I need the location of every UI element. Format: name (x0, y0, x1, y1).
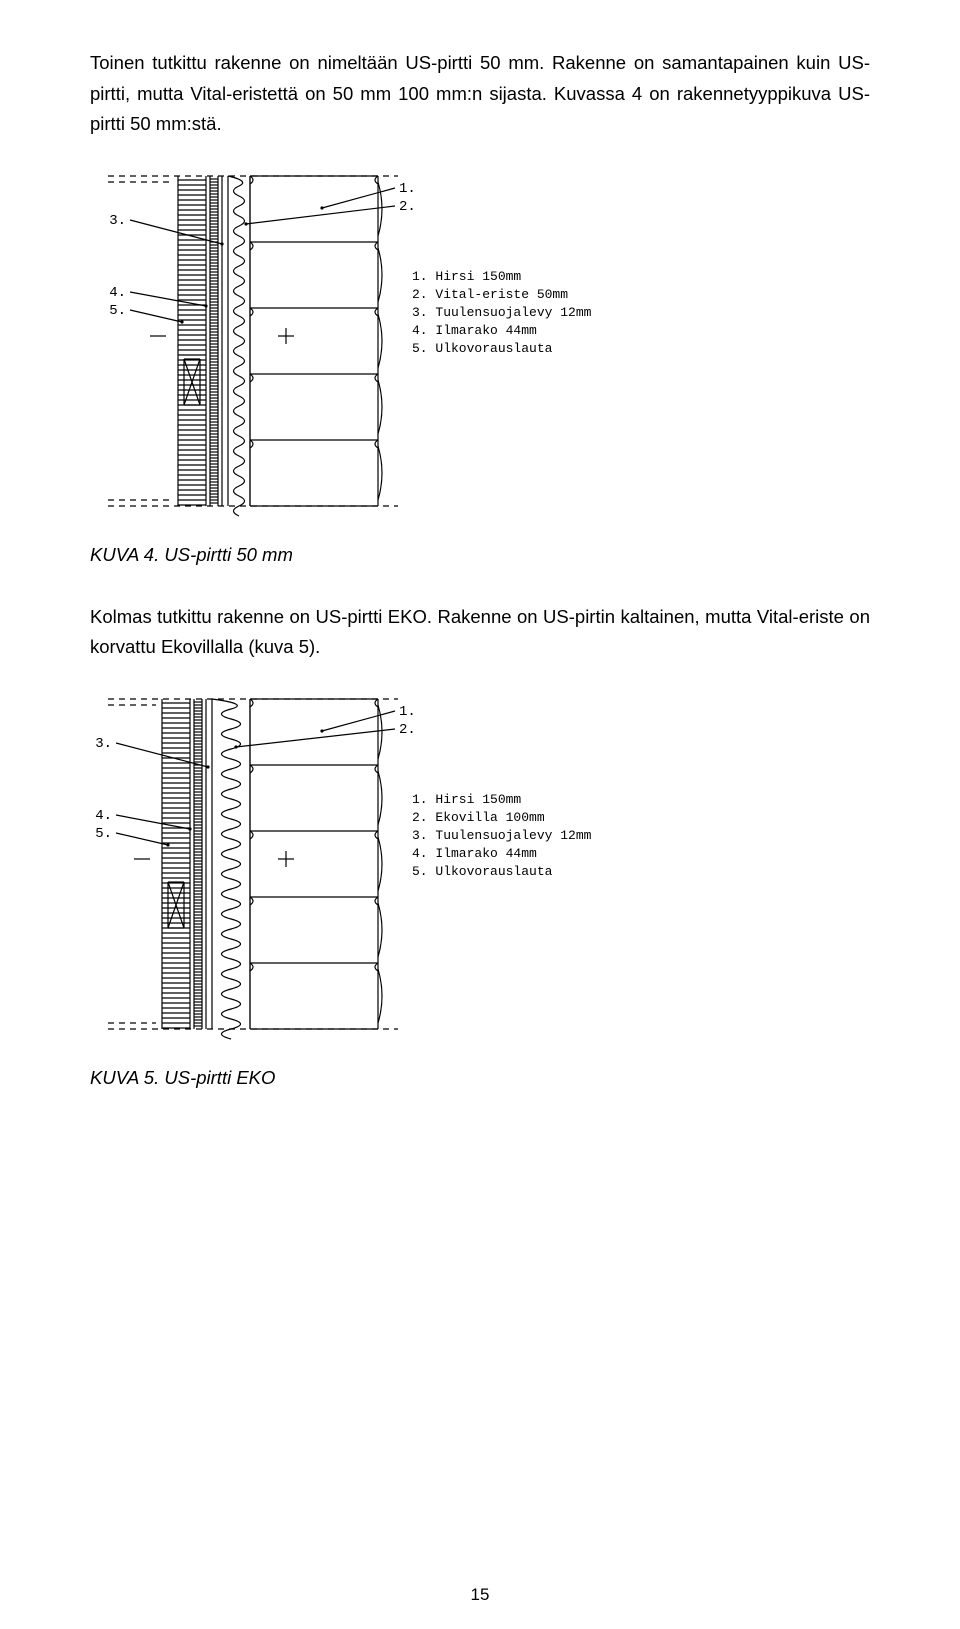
svg-text:5.: 5. (109, 303, 126, 319)
svg-text:5. Ulkovorauslauta: 5. Ulkovorauslauta (412, 341, 553, 356)
svg-text:1.: 1. (399, 704, 416, 720)
diagram-2: 1. 2. 3. 4. 5. 1. Hirsi 150mm 2. Ekovilla 100m… (90, 681, 610, 1041)
svg-text:4.: 4. (95, 808, 112, 824)
svg-text:3. Tuulensuojalevy 12mm: 3. Tuulensuojalevy 12mm (412, 828, 592, 843)
svg-text:4.: 4. (109, 285, 126, 301)
svg-text:3.: 3. (95, 736, 112, 752)
svg-text:3.: 3. (109, 213, 126, 229)
svg-text:2. Ekovilla 100mm: 2. Ekovilla 100mm (412, 810, 545, 825)
caption-2: KUVA 5. US-pirtti EKO (90, 1067, 870, 1089)
svg-text:5. Ulkovorauslauta: 5. Ulkovorauslauta (412, 864, 553, 879)
diagram-1: 1. 2. 3. 4. 5. 1. Hirsi 150mm 2. Vital-eriste … (90, 158, 610, 518)
page-number: 15 (0, 1585, 960, 1605)
diagram-2-container: 1. 2. 3. 4. 5. 1. Hirsi 150mm 2. Ekovilla 100m… (90, 681, 870, 1041)
svg-text:2.: 2. (399, 722, 416, 738)
svg-text:1. Hirsi 150mm: 1. Hirsi 150mm (412, 792, 521, 807)
caption-1: KUVA 4. US-pirtti 50 mm (90, 544, 870, 566)
svg-text:4. Ilmarako 44mm: 4. Ilmarako 44mm (412, 846, 537, 861)
svg-text:2.: 2. (399, 199, 416, 215)
svg-text:4. Ilmarako 44mm: 4. Ilmarako 44mm (412, 323, 537, 338)
svg-text:1. Hirsi 150mm: 1. Hirsi 150mm (412, 269, 521, 284)
svg-text:1.: 1. (399, 181, 416, 197)
svg-text:5.: 5. (95, 826, 112, 842)
svg-text:3. Tuulensuojalevy 12mm: 3. Tuulensuojalevy 12mm (412, 305, 592, 320)
diagram-1-container: 1. 2. 3. 4. 5. 1. Hirsi 150mm 2. Vital-eriste … (90, 158, 870, 518)
intro-paragraph-1: Toinen tutkittu rakenne on nimeltään US-… (90, 48, 870, 140)
svg-text:2. Vital-eriste 50mm: 2. Vital-eriste 50mm (412, 287, 568, 302)
intro-paragraph-2: Kolmas tutkittu rakenne on US-pirtti EKO… (90, 602, 870, 663)
